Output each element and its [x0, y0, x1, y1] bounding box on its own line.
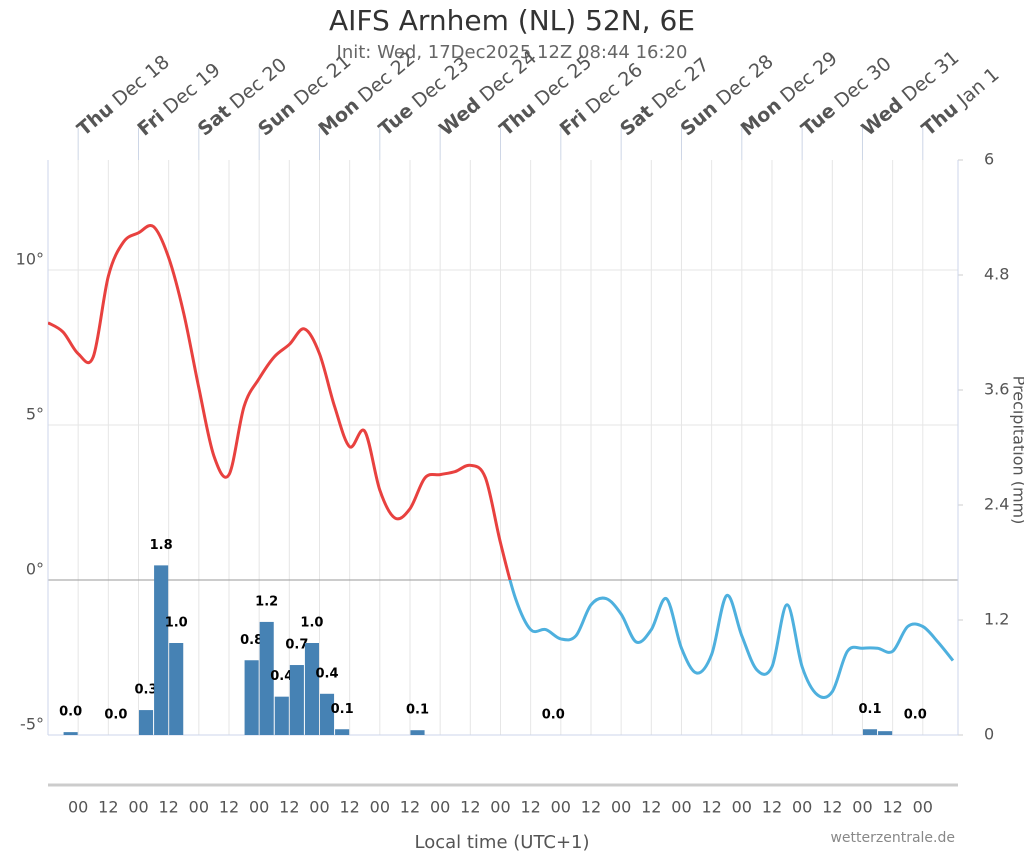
x-tick-label: 12 — [822, 798, 842, 817]
date: Jan 1 — [952, 63, 1003, 111]
credit: wetterzentrale.de — [830, 830, 955, 846]
y2-tick-label: 2.4 — [984, 495, 1009, 514]
value-label: 1.0 — [300, 616, 323, 631]
x-tick-label: 00 — [309, 798, 329, 817]
value-label: 1.8 — [150, 538, 173, 553]
value-label: 0.1 — [331, 702, 354, 717]
weekday: Wed — [435, 93, 485, 140]
x-tick-label: 12 — [339, 798, 359, 817]
value-label: 0.4 — [270, 669, 293, 684]
x-tick-label: 12 — [279, 798, 299, 817]
x-tick-label: 00 — [128, 798, 148, 817]
weekday: Wed — [857, 93, 907, 140]
weekday: Tue — [374, 99, 417, 140]
weekday: Thu — [73, 97, 118, 140]
bar — [319, 693, 335, 735]
bar — [63, 732, 78, 735]
temperature-line — [508, 580, 955, 699]
bar — [169, 643, 184, 735]
value-label: 0.1 — [406, 703, 429, 718]
x-tick-label: 00 — [852, 798, 872, 817]
y-tick-label: 10° — [16, 250, 44, 269]
value-label: 1.0 — [165, 616, 188, 631]
x-tick-label: 12 — [520, 798, 540, 817]
value-label: 0.4 — [316, 666, 339, 681]
x-tick-label: 12 — [641, 798, 661, 817]
x-tick-label: 00 — [490, 798, 510, 817]
chart-subtitle: Init: Wed, 17Dec2025 12Z 08:44 16:20 — [337, 42, 688, 63]
x-tick-label: 00 — [370, 798, 390, 817]
value-label: 0.0 — [59, 705, 82, 720]
value-label: 0.1 — [859, 702, 882, 717]
weekday: Sun — [254, 97, 299, 140]
weekday: Thu — [495, 97, 540, 140]
bar — [862, 729, 878, 735]
y-tick-label: -5° — [20, 715, 44, 734]
bar — [259, 621, 274, 735]
y-tick-label: 5° — [26, 405, 44, 424]
y2-tick-label: 1.2 — [984, 610, 1009, 629]
bar — [244, 660, 259, 735]
bar — [335, 729, 350, 735]
x-tick-label: 00 — [249, 798, 269, 817]
bar — [289, 665, 304, 735]
x-tick-label: 12 — [701, 798, 721, 817]
bar — [154, 565, 169, 735]
x-tick-label: 12 — [762, 798, 782, 817]
value-label: 0.3 — [135, 683, 158, 698]
value-label: 0.7 — [285, 638, 308, 653]
x-tick-label: 00 — [913, 798, 933, 817]
x-tick-label: 12 — [219, 798, 239, 817]
weekday: Sat — [616, 100, 657, 140]
value-label: 1.2 — [255, 594, 278, 609]
y-tick-label: 0° — [26, 560, 44, 579]
chart-title: AIFS Arnhem (NL) 52N, 6E — [329, 4, 695, 37]
value-label: 0.8 — [240, 633, 263, 648]
x-tick-label: 00 — [430, 798, 450, 817]
x-tick-label: 12 — [158, 798, 178, 817]
weekday: Tue — [797, 99, 840, 140]
y2-axis-title: Precipitation (mm) — [1010, 376, 1024, 525]
weekday: Mon — [736, 94, 785, 140]
x-tick-label: 00 — [732, 798, 752, 817]
weekday: Mon — [314, 94, 363, 140]
y2-tick-label: 6 — [984, 150, 994, 169]
temperature-line — [48, 224, 512, 581]
y2-tick-label: 4.8 — [984, 265, 1009, 284]
x-tick-label: 12 — [400, 798, 420, 817]
y2-tick-label: 0 — [984, 725, 994, 744]
x-tick-label: 00 — [671, 798, 691, 817]
weekday: Thu — [917, 97, 962, 140]
bar — [304, 643, 319, 735]
value-label: 0.0 — [904, 708, 927, 723]
x-tick-label: 12 — [581, 798, 601, 817]
bar — [274, 696, 289, 735]
bar — [138, 710, 154, 735]
value-label: 0.0 — [104, 708, 127, 723]
weekday: Sun — [676, 97, 721, 140]
bar — [410, 730, 425, 735]
value-label: 0.0 — [542, 708, 565, 723]
y2-tick-label: 3.6 — [984, 380, 1009, 399]
x-tick-label: 00 — [792, 798, 812, 817]
weekday: Sat — [193, 100, 234, 140]
x-tick-label: 12 — [460, 798, 480, 817]
x-tick-label: 00 — [189, 798, 209, 817]
x-tick-label: 00 — [611, 798, 631, 817]
x-tick-label: 00 — [68, 798, 88, 817]
x-tick-label: 12 — [98, 798, 118, 817]
bar — [878, 731, 893, 735]
x-tick-label: 00 — [551, 798, 571, 817]
x-axis-title: Local time (UTC+1) — [414, 832, 589, 853]
x-tick-label: 12 — [882, 798, 902, 817]
